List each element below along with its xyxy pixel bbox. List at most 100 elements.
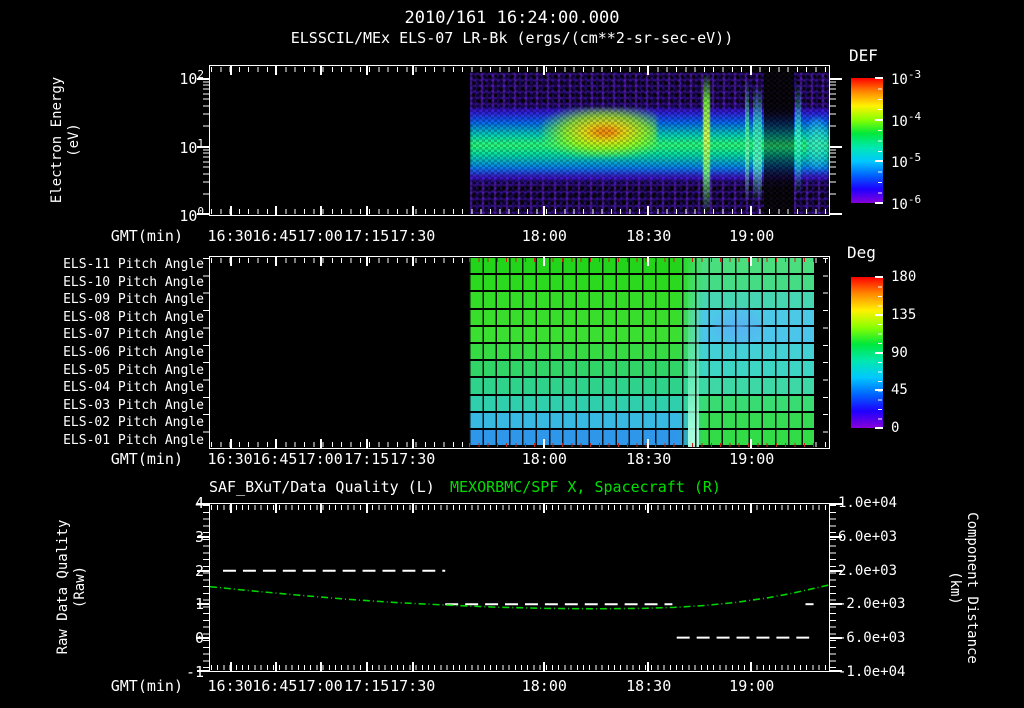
def-tick: 10-3 — [891, 68, 922, 88]
energy-ytick: 100 — [179, 204, 204, 225]
gmt-label-panel3: GMT(min) — [110, 677, 183, 695]
quality-distance-panel — [197, 503, 842, 672]
distance-ytick-labels: 1.0e+04 6.0e+03 2.0e+03 -2.0e+03 -6.0e+0… — [838, 495, 928, 680]
quality-distance-plot — [210, 569, 829, 639]
deg-tick: 180 — [891, 269, 917, 285]
pitch-row — [469, 412, 814, 430]
deg-tick: 90 — [891, 344, 908, 361]
pitch-row-labels: ELS-11 Pitch Angle ELS-10 Pitch Angle EL… — [40, 256, 204, 449]
x-tick-label: 17:15 — [344, 227, 390, 245]
x-tick-label: 17:30 — [390, 450, 436, 468]
pitch-row-label: ELS-05 Pitch Angle — [63, 362, 204, 378]
timestamp-title: 2010/161 16:24:00.000 — [404, 8, 620, 28]
x-tick-label: 18:30 — [626, 450, 672, 468]
pitch-row — [469, 309, 814, 327]
x-tick-label: 18:00 — [521, 227, 567, 245]
energy-axis-label-line2: (eV) — [66, 123, 82, 157]
gmt-label-panel2: GMT(min) — [110, 450, 183, 468]
row-ticks-right — [823, 258, 828, 447]
pitch-row-label: ELS-04 Pitch Angle — [63, 380, 204, 396]
quality-title-left: SAF_BXuT/Data Quality (L) — [209, 478, 435, 496]
x-tick-label: 17:15 — [344, 450, 390, 468]
y-minor-ticks-right — [830, 505, 836, 670]
plot-title: ELSSCIL/MEx ELS-07 LR-Bk (ergs/(cm**2-sr… — [290, 29, 734, 47]
def-colorbar-ticks — [878, 78, 882, 203]
def-tick: 10-6 — [891, 193, 922, 213]
deg-colorbar — [851, 276, 883, 429]
def-colorbar — [851, 77, 883, 204]
def-tick: 10-4 — [891, 109, 922, 130]
red-minor-ticks-bottom — [469, 443, 814, 447]
energy-spectrogram-panel — [197, 65, 842, 216]
x-tick-label: 18:30 — [626, 227, 672, 245]
x-tick-label: 18:30 — [626, 677, 672, 695]
pitch-row — [469, 326, 814, 344]
y-minor-ticks-left — [203, 505, 209, 670]
pitch-row-label: ELS-10 Pitch Angle — [63, 274, 204, 290]
spectrogram-peak-flux-patch — [541, 108, 657, 159]
xtick-labels-panel1: 16:30 16:45 17:00 17:15 17:30 18:00 18:3… — [207, 227, 830, 245]
quality-ytick-labels: 4 3 2 1 0 -1 — [120, 494, 204, 681]
pitch-angle-panel — [203, 256, 830, 449]
pitch-row-label: ELS-02 Pitch Angle — [63, 415, 204, 431]
x-tick-label: 17:30 — [390, 677, 436, 695]
pitch-row-label: ELS-09 Pitch Angle — [63, 292, 204, 308]
def-colorbar-labels: 10-3 10-4 10-5 10-6 — [891, 68, 961, 213]
pitch-row-label: ELS-07 Pitch Angle — [63, 327, 204, 343]
energy-axis-label: Electron Energy (eV) — [49, 77, 83, 203]
pitch-row — [469, 378, 814, 396]
pitch-row-label: ELS-06 Pitch Angle — [63, 345, 204, 360]
distance-ytick: 6.0e+03 — [838, 528, 898, 545]
distance-ytick: -2.0e+03 — [838, 596, 906, 613]
gmt-label-panel1: GMT(min) — [110, 227, 183, 245]
x-tick-label: 19:00 — [729, 677, 775, 695]
x-tick-label: 16:45 — [252, 677, 298, 695]
deg-tick: 0 — [891, 420, 900, 436]
distance-ytick: -1.0e+04 — [838, 664, 906, 680]
quality-axis-label: Raw Data Quality (Raw) — [55, 520, 89, 655]
x-minor-ticks-bottom — [211, 209, 828, 214]
spectrogram-cyan-blob — [805, 116, 828, 170]
red-minor-ticks-top — [469, 258, 814, 262]
x-tick-label: 17:15 — [344, 677, 390, 695]
spectrogram-pixel-texture — [470, 67, 829, 214]
deg-tick: 45 — [891, 382, 908, 399]
pitch-row — [469, 395, 814, 413]
x-tick-label: 16:30 — [207, 677, 253, 695]
deg-colorbar-labels: 180 135 90 45 0 — [891, 269, 961, 436]
quality-axis-label-line2: (Raw) — [72, 565, 88, 609]
distance-axis-label-line2: (km) — [947, 571, 963, 605]
energy-ytick: 101 — [179, 136, 204, 157]
quality-title-right: MEXORBMC/SPF X, Spacecraft (R) — [450, 478, 721, 496]
x-tick-label: 16:45 — [252, 227, 298, 245]
x-minor-ticks-top — [211, 67, 828, 72]
x-tick-label: 16:45 — [252, 450, 298, 468]
x-minor-ticks-top — [211, 505, 828, 510]
x-tick-label: 19:00 — [729, 227, 775, 245]
deg-colorbar-title: Deg — [847, 243, 876, 262]
quality-ytick: -1 — [185, 663, 204, 681]
pitch-row — [469, 275, 814, 293]
pitch-row-label: ELS-01 Pitch Angle — [63, 432, 204, 448]
spectrogram-enhancement-1903 — [795, 81, 801, 207]
x-tick-label: 17:30 — [390, 227, 436, 245]
x-tick-label: 18:00 — [521, 450, 567, 468]
distance-ytick: -6.0e+03 — [838, 630, 906, 647]
distance-ytick: 2.0e+03 — [838, 562, 898, 579]
distance-ytick: 1.0e+04 — [838, 495, 898, 511]
xtick-labels-panel2: 16:30 16:45 17:00 17:15 17:30 18:00 18:3… — [207, 450, 830, 468]
deg-colorbar-ticks — [878, 277, 882, 428]
pitch-row — [469, 292, 814, 310]
x-tick-label: 16:30 — [207, 450, 253, 468]
spectrogram-enhancement-1842 — [702, 72, 710, 214]
pitch-row — [469, 361, 814, 379]
energy-axis-label-line1: Electron Energy — [49, 76, 65, 204]
x-tick-label: 16:30 — [207, 227, 253, 245]
def-colorbar-title: DEF — [849, 46, 878, 65]
pitch-row-label: ELS-08 Pitch Angle — [63, 309, 204, 325]
spectrogram-enhancement-1850 — [744, 78, 750, 203]
x-tick-label: 17:00 — [297, 450, 343, 468]
x-tick-label: 17:00 — [297, 677, 343, 695]
pitch-row — [469, 343, 814, 362]
